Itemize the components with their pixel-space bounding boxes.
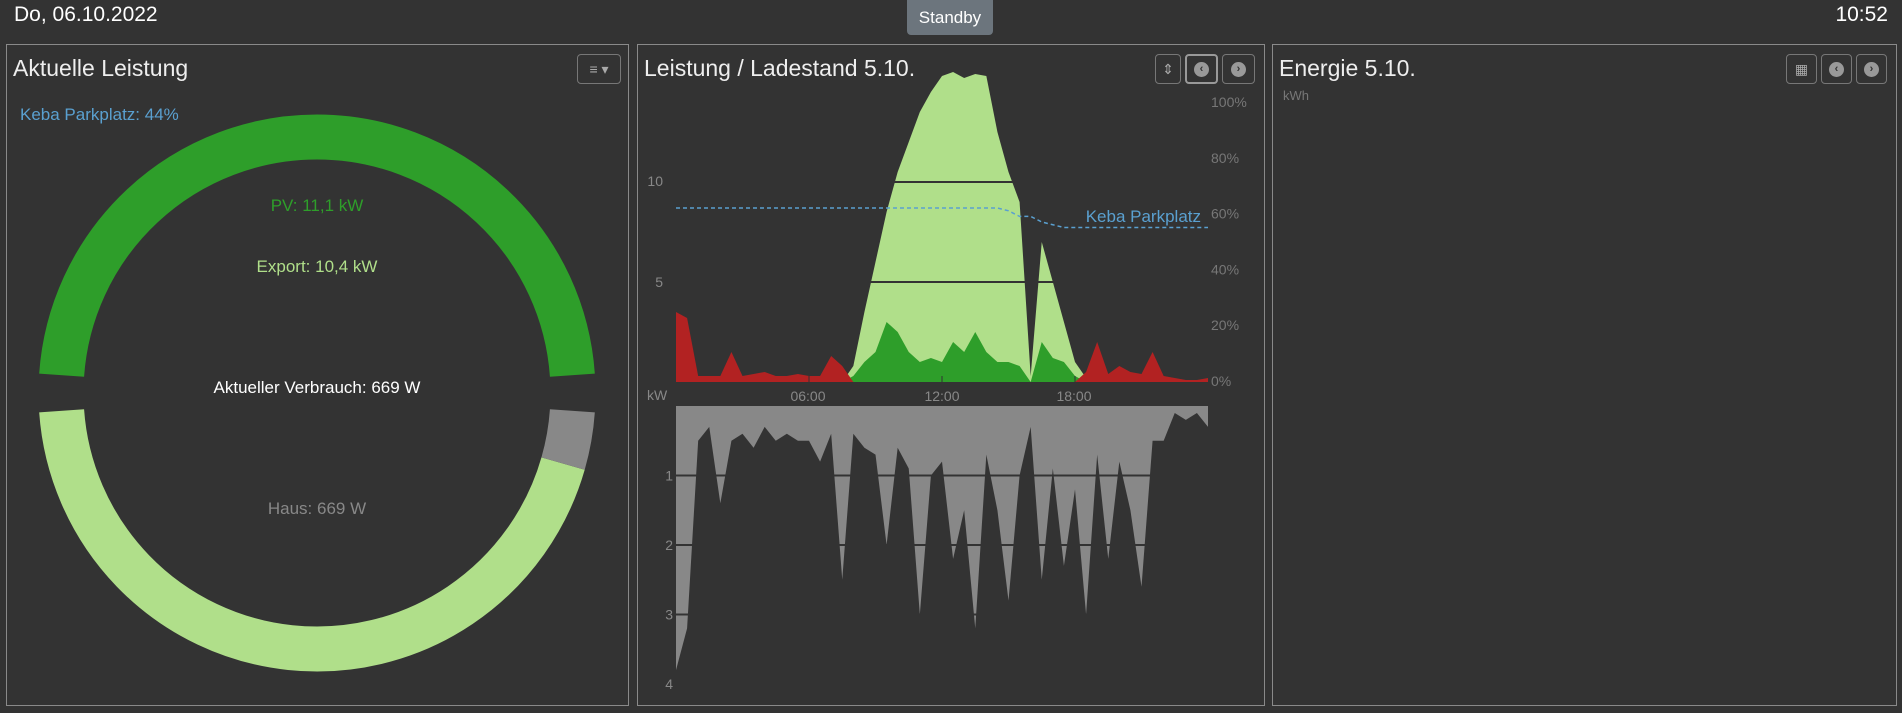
y-tick: 5 xyxy=(655,274,663,290)
consumption-value: Aktueller Verbrauch: 669 W xyxy=(214,378,421,397)
y2-tick: 100% xyxy=(1211,94,1247,110)
house-value: Haus: 669 W xyxy=(268,499,366,518)
house-arc xyxy=(39,409,585,672)
chevron-left-icon: ‹ xyxy=(1194,61,1209,77)
chevron-left-icon: ‹ xyxy=(1829,61,1844,77)
chevron-right-icon: › xyxy=(1231,61,1246,77)
consumption-arc xyxy=(541,408,595,470)
previous-day-button[interactable]: ‹ xyxy=(1185,54,1218,84)
next-day-button[interactable]: › xyxy=(1856,54,1887,84)
energy-panel: Energie 5.10. kWh ▦ ‹ › xyxy=(1272,44,1897,706)
clock-display: 10:52 xyxy=(1835,3,1888,26)
self-use-area xyxy=(676,322,1208,382)
next-day-button[interactable]: › xyxy=(1222,54,1255,84)
unit-label: kWh xyxy=(1283,88,1309,103)
sort-icon: ⇕ xyxy=(1162,60,1174,77)
date-display: Do, 06.10.2022 xyxy=(14,3,158,26)
x-tick: 18:00 xyxy=(1056,388,1091,404)
panel-title: Leistung / Ladestand 5.10. xyxy=(644,55,916,81)
y2-tick: 60% xyxy=(1211,206,1239,222)
y-tick: 4 xyxy=(665,676,673,692)
pv-area xyxy=(676,72,1208,382)
panel-title: Aktuelle Leistung xyxy=(13,55,189,81)
series-label-keba: Keba Parkplatz xyxy=(1086,207,1201,226)
calendar-icon: ▦ xyxy=(1794,60,1809,77)
import-area xyxy=(676,312,1208,382)
keba-soc-line xyxy=(676,207,1208,229)
y-tick: 10 xyxy=(647,173,663,189)
toggle-button[interactable]: ⇕ xyxy=(1155,54,1181,84)
chevron-right-icon: › xyxy=(1864,61,1879,77)
y-tick: 3 xyxy=(665,607,673,623)
y2-tick: 40% xyxy=(1211,261,1239,277)
previous-day-button[interactable]: ‹ xyxy=(1821,54,1852,84)
panel-title: Energie 5.10. xyxy=(1279,55,1416,81)
menu-dropdown-button[interactable]: ≡ ▾ xyxy=(577,54,621,84)
power-donut: PV: 11,1 kW Export: 10,4 kW Aktueller Ve… xyxy=(39,114,595,672)
y-axis-label: kW xyxy=(647,387,668,403)
y-tick: 1 xyxy=(665,468,673,484)
y-tick: 2 xyxy=(665,537,673,553)
pv-value: PV: 11,1 kW xyxy=(271,196,364,215)
consumption-area xyxy=(676,406,1208,671)
calendar-button[interactable]: ▦ xyxy=(1786,54,1817,84)
keba-status: Keba Parkplatz: 44% xyxy=(20,105,179,124)
x-tick: 06:00 xyxy=(790,388,825,404)
pv-arc xyxy=(39,114,595,377)
y2-tick: 20% xyxy=(1211,317,1239,333)
y2-tick: 80% xyxy=(1211,150,1239,166)
current-power-panel: Aktuelle Leistung ≡ ▾ Keba Parkplatz: 44… xyxy=(6,44,629,706)
menu-icon: ≡ ▾ xyxy=(589,60,609,77)
y2-tick: 0% xyxy=(1211,373,1231,389)
standby-button[interactable]: Standby xyxy=(907,0,993,35)
x-tick: 12:00 xyxy=(924,388,959,404)
power-chart-panel: Leistung / Ladestand 5.10. ⇕ ‹ › xyxy=(637,44,1265,706)
export-value: Export: 10,4 kW xyxy=(257,257,378,276)
